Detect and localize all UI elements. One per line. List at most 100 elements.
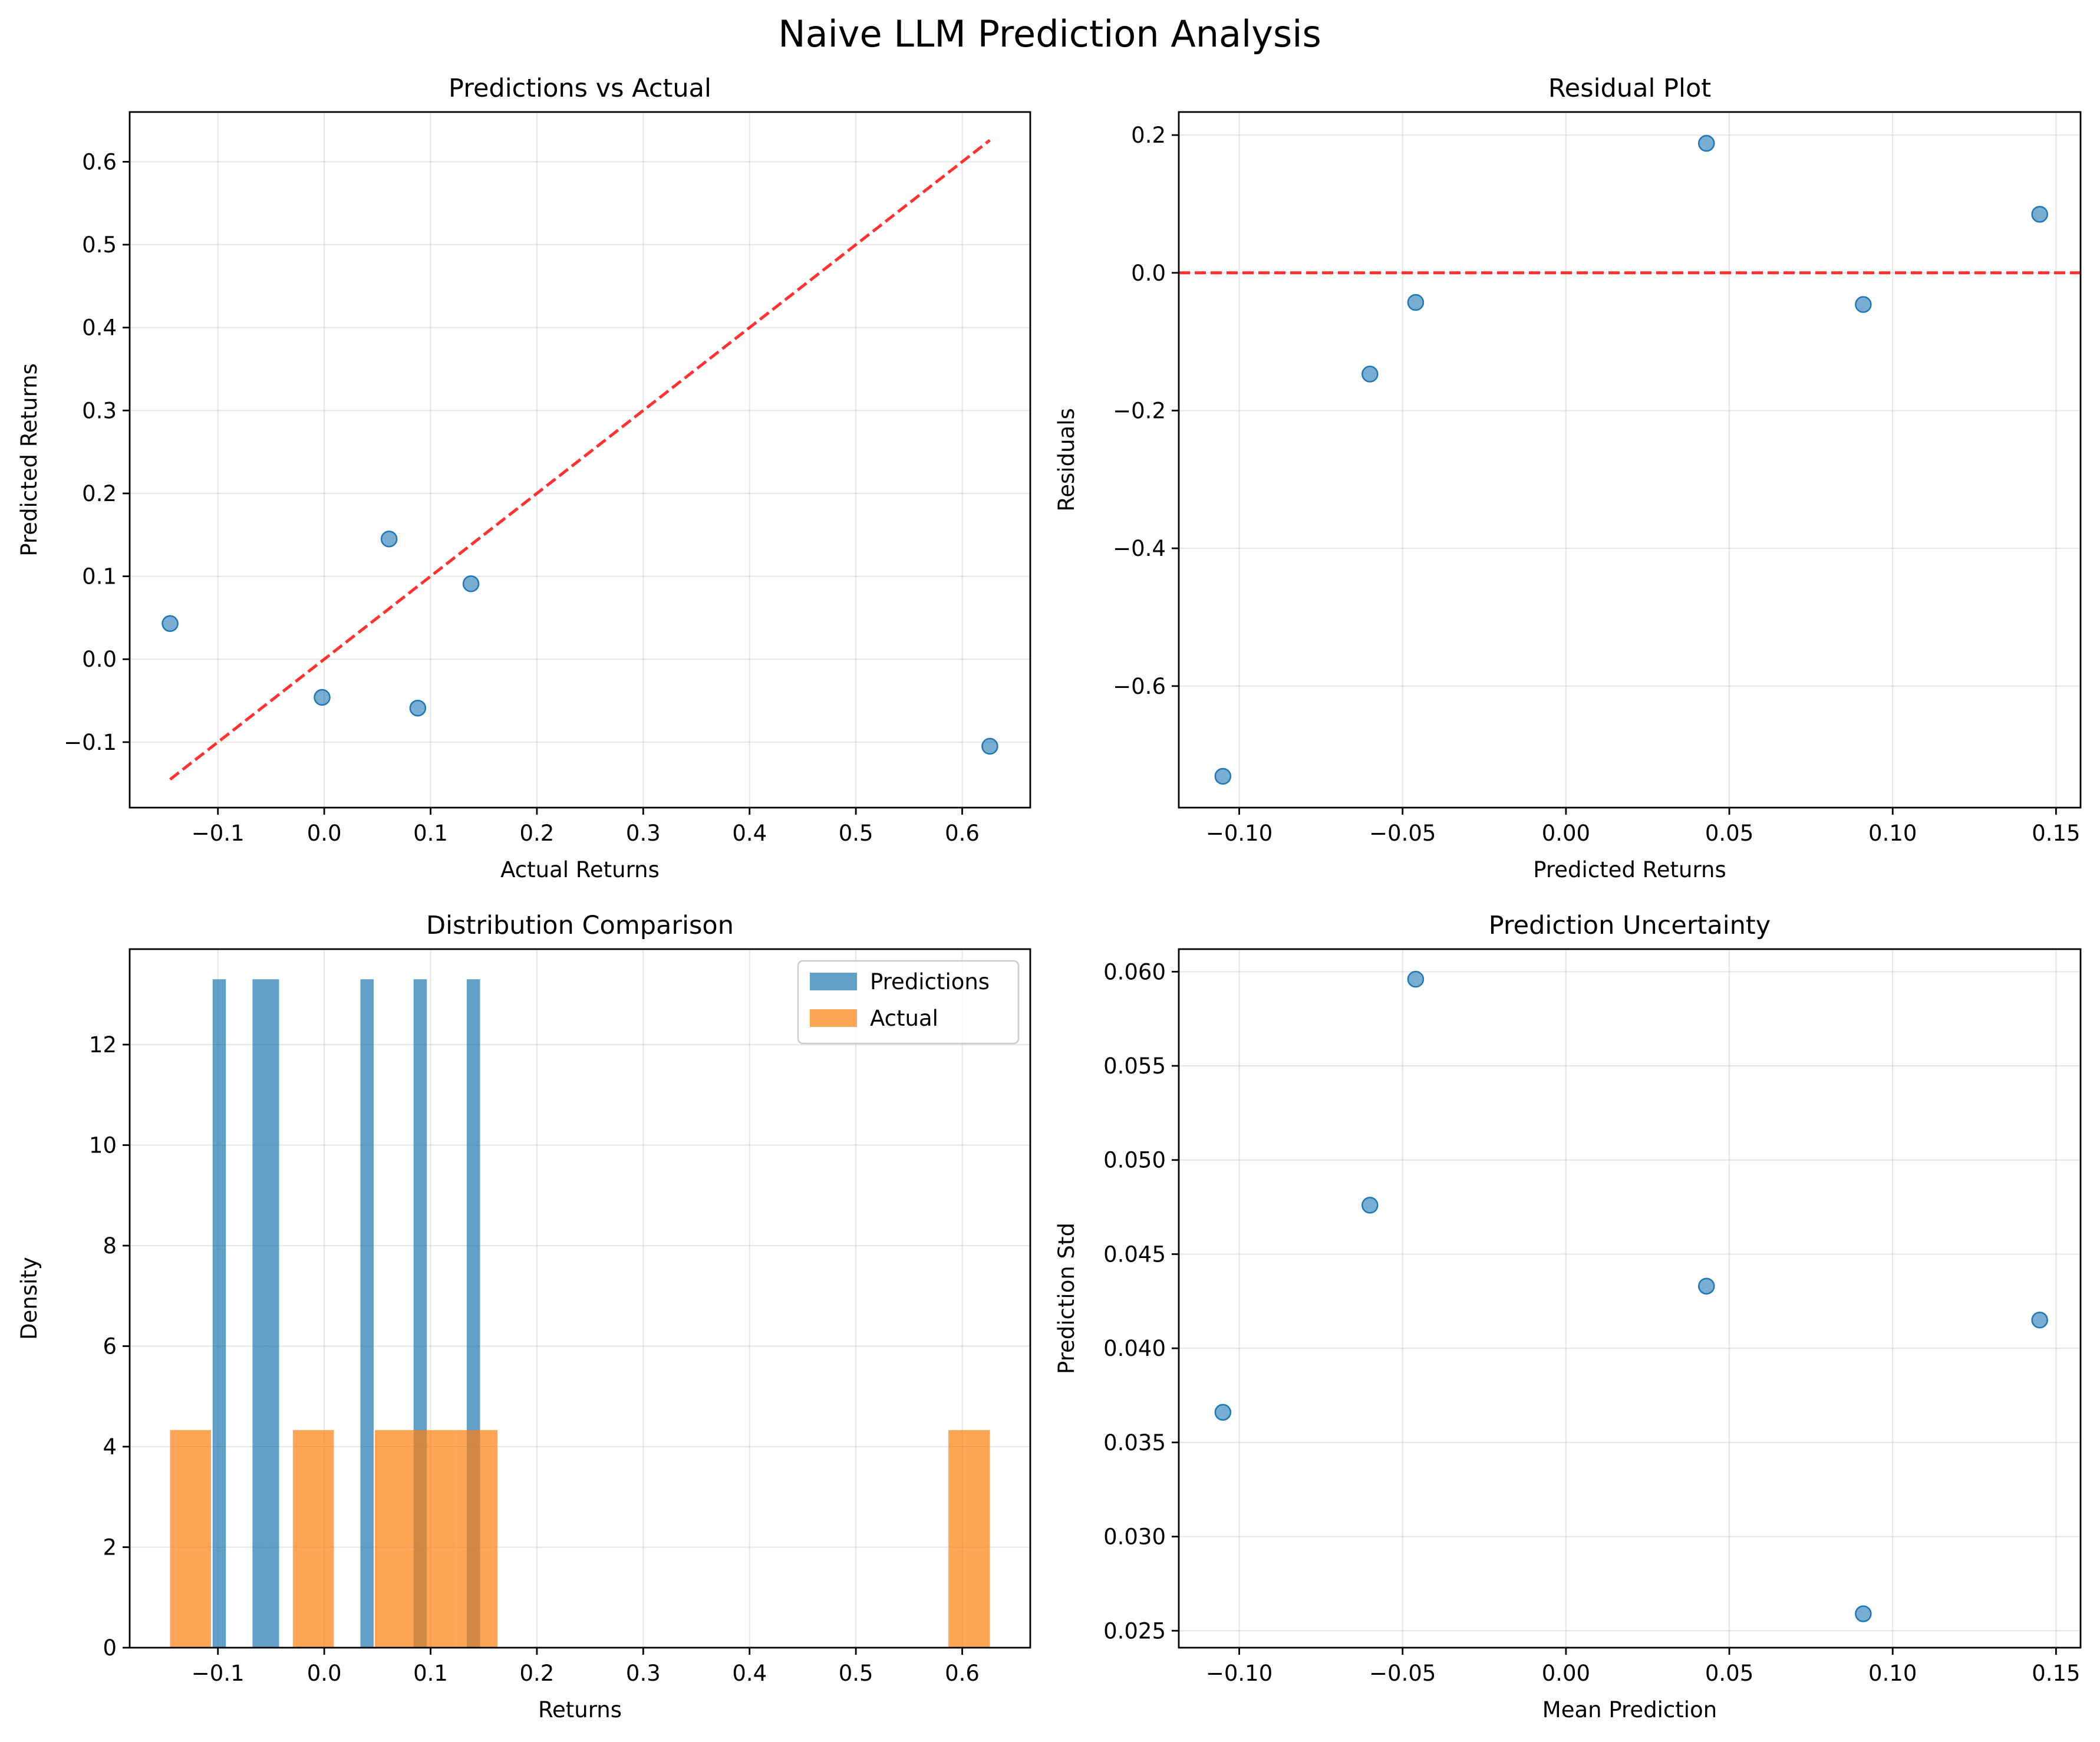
- x-tick-label: 0.2: [520, 1661, 555, 1686]
- histogram-bar-actual: [416, 1430, 457, 1648]
- y-tick-label: −0.4: [1113, 536, 1166, 561]
- y-tick-label: −0.2: [1113, 398, 1166, 423]
- histogram-bar-predictions: [252, 979, 266, 1648]
- panel-title: Prediction Uncertainty: [1489, 911, 1771, 940]
- pred-vs-actual-panel: −0.1 0.0 0.1 0.2 0.3 0.4 0.5 0.6 −0.1 0.0 0.1 0.2 0.…: [17, 74, 1031, 882]
- y-tick-label: 0.040: [1103, 1336, 1166, 1361]
- legend-swatch-predictions: [810, 973, 857, 990]
- x-tick-label: 0.0: [307, 821, 342, 846]
- x-tick-label: 0.4: [732, 1661, 767, 1686]
- y-tick-label: 12: [89, 1032, 117, 1058]
- y-axis-label: Prediction Std: [1054, 1223, 1079, 1374]
- x-tick-label: 0.3: [626, 1661, 661, 1686]
- scatter-point: [1361, 365, 1379, 383]
- y-tick-label: 0.2: [1131, 123, 1166, 148]
- x-tick-label: 0.6: [945, 821, 980, 846]
- x-tick-label: 0.15: [2032, 1661, 2080, 1686]
- scatter-point: [1361, 1197, 1379, 1214]
- scatter-point: [1698, 134, 1715, 152]
- x-tick-label: 0.10: [1868, 821, 1917, 846]
- scatter-point: [1698, 1277, 1715, 1295]
- legend-label-actual: Actual: [870, 1006, 938, 1031]
- y-tick-label: 0.055: [1103, 1053, 1166, 1079]
- x-axis-label: Returns: [538, 1697, 622, 1723]
- y-tick-label: 0.025: [1103, 1618, 1166, 1644]
- y-axis-label: Residuals: [1054, 408, 1079, 512]
- x-tick-label: 0.15: [2032, 821, 2080, 846]
- y-tick-label: 0.1: [82, 564, 117, 590]
- x-axis-label: Mean Prediction: [1542, 1697, 1717, 1723]
- x-tick-label: 0.1: [413, 821, 448, 846]
- residual-plot-panel: −0.10 −0.05 0.00 0.05 0.10 0.15 −0.6 −0.4 −0.2 0.…: [1054, 74, 2082, 882]
- x-tick-label: −0.10: [1206, 1661, 1272, 1686]
- x-tick-label: −0.05: [1369, 821, 1436, 846]
- residual-plot-axes-frame: [1178, 111, 2082, 809]
- distribution-comparison-panel: −0.1 0.0 0.1 0.2 0.3 0.4 0.5 0.6 0 2 4 6 8 10 12 Distri…: [17, 911, 1031, 1723]
- scatter-point: [1214, 1404, 1232, 1421]
- x-tick-label: 0.00: [1542, 821, 1590, 846]
- legend: Predictions Actual: [797, 960, 1020, 1045]
- x-tick-label: −0.05: [1369, 1661, 1436, 1686]
- y-tick-label: −0.1: [64, 730, 117, 755]
- scatter-point: [2031, 1311, 2048, 1329]
- y-tick-label: 0.6: [82, 149, 117, 174]
- residual-plot-plot-area: [1179, 134, 2081, 785]
- scatter-point: [2031, 206, 2048, 223]
- scatter-point: [314, 689, 331, 706]
- x-tick-label: 0.1: [413, 1661, 448, 1686]
- scatter-point: [981, 737, 998, 755]
- y-tick-label: 8: [103, 1233, 117, 1259]
- y-axis-label: Predicted Returns: [17, 363, 42, 556]
- x-tick-label: 0.6: [945, 1661, 980, 1686]
- legend-swatch-actual: [810, 1009, 857, 1027]
- scatter-point: [462, 575, 480, 592]
- x-tick-label: 0.3: [626, 821, 661, 846]
- y-tick-label: 0.0: [1131, 261, 1166, 286]
- scatter-point: [380, 531, 398, 548]
- x-tick-label: 0.05: [1705, 821, 1753, 846]
- scatter-point: [1407, 294, 1425, 311]
- panels: −0.1 0.0 0.1 0.2 0.3 0.4 0.5 0.6 −0.1 0.0 0.1 0.2 0.…: [17, 74, 2082, 1723]
- y-tick-label: 2: [103, 1534, 117, 1560]
- scatter-point: [1855, 296, 1872, 313]
- x-tick-label: 0.00: [1542, 1661, 1590, 1686]
- x-tick-label: 0.10: [1868, 1661, 1917, 1686]
- x-tick-label: 0.2: [520, 821, 555, 846]
- x-tick-label: −0.1: [192, 1661, 245, 1686]
- y-tick-label: 6: [103, 1333, 117, 1359]
- distribution-comparison-plot-area: [170, 979, 990, 1648]
- scatter-point: [1855, 1605, 1872, 1622]
- panel-title: Predictions vs Actual: [449, 74, 711, 103]
- legend-label-predictions: Predictions: [870, 969, 990, 995]
- y-axis-label: Density: [17, 1257, 42, 1340]
- prediction-uncertainty-axes-frame: [1178, 948, 2082, 1649]
- y-tick-label: 0.035: [1103, 1430, 1166, 1455]
- scatter-point: [1214, 768, 1232, 785]
- histogram-bar-actual: [374, 1430, 416, 1648]
- scatter-point: [161, 615, 179, 633]
- y-tick-label: 0.045: [1103, 1242, 1166, 1267]
- prediction-uncertainty-panel: −0.10 −0.05 0.00 0.05 0.10 0.15 0.025 0.030 0.03…: [1054, 911, 2082, 1723]
- x-tick-label: 0.5: [839, 1661, 873, 1686]
- y-tick-label: 0.0: [82, 647, 117, 672]
- pred-vs-actual-axes-frame: [128, 111, 1031, 809]
- histogram-bar-actual: [456, 1430, 498, 1648]
- x-tick-label: −0.10: [1206, 821, 1272, 846]
- panel-title: Distribution Comparison: [426, 911, 734, 940]
- prediction-uncertainty-plot-area: [1214, 970, 2048, 1622]
- histogram-bar-actual: [170, 1430, 212, 1648]
- scatter-point: [409, 699, 427, 717]
- y-tick-label: 0.3: [82, 398, 117, 423]
- histogram-bar-actual: [948, 1430, 990, 1648]
- x-tick-label: 0.0: [307, 1661, 342, 1686]
- y-tick-label: 0.4: [82, 315, 117, 341]
- histogram-bar-predictions: [265, 979, 279, 1648]
- y-tick-label: 0.050: [1103, 1148, 1166, 1173]
- y-tick-label: 0: [103, 1635, 117, 1661]
- histogram-bar-predictions: [360, 979, 374, 1648]
- y-tick-label: 4: [103, 1434, 117, 1460]
- perfect-prediction-line: [169, 139, 991, 781]
- pred-vs-actual-plot-area: [161, 139, 998, 781]
- panel-title: Residual Plot: [1548, 74, 1711, 103]
- y-tick-label: 0.060: [1103, 959, 1166, 984]
